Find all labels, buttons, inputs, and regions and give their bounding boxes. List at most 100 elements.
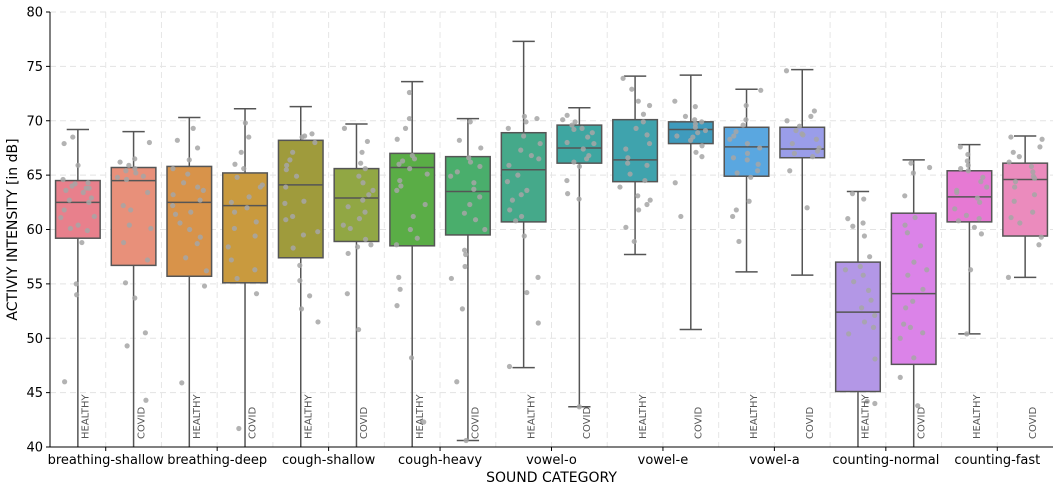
data-point (633, 125, 639, 131)
group-label-covid: COVID (359, 407, 370, 439)
data-point (362, 236, 369, 242)
x-axis-title: SOUND CATEGORY (486, 470, 617, 486)
x-tick-label: vowel-e (638, 453, 689, 468)
group-label-covid: COVID (1028, 407, 1039, 439)
data-point (300, 232, 307, 238)
data-point (1016, 154, 1022, 160)
data-point (640, 111, 647, 117)
data-point (692, 124, 698, 130)
data-point (580, 146, 586, 152)
data-point (177, 220, 183, 226)
data-point (861, 319, 868, 325)
data-point (537, 140, 543, 147)
data-point (1039, 136, 1045, 142)
data-point (911, 259, 917, 265)
data-point (857, 263, 863, 270)
data-point (187, 226, 193, 233)
data-point (672, 180, 678, 186)
group-label-layer: HEALTHY COVID HEALTHY COVID HEALTHY COVID HEAL… (81, 393, 1039, 439)
data-point (793, 127, 799, 134)
group-label-covid: COVID (136, 407, 147, 439)
data-point (297, 278, 303, 284)
data-point (190, 125, 196, 131)
data-point (905, 272, 911, 278)
group-label-covid: COVID (248, 407, 259, 439)
data-point (733, 129, 739, 135)
group-label-healthy: HEALTHY (526, 393, 537, 439)
group-label-healthy: HEALTHY (749, 393, 760, 439)
data-point (58, 214, 64, 221)
box-breathing-deep-healthy (166, 165, 213, 278)
data-point (88, 195, 94, 201)
data-point (585, 134, 591, 140)
y-tick-label: 60 (26, 223, 43, 238)
x-tick-label: vowel-o (526, 453, 577, 468)
data-point (290, 213, 296, 220)
data-point (448, 275, 454, 282)
data-point (62, 379, 68, 385)
data-point (120, 202, 126, 209)
y-tick-label: 40 (26, 441, 43, 456)
data-point (232, 161, 238, 167)
data-point (872, 356, 878, 362)
data-point (629, 86, 635, 92)
data-point (290, 149, 296, 155)
box-vowel-e-covid (667, 121, 714, 145)
data-point (293, 173, 300, 179)
data-point (472, 217, 479, 223)
data-point (845, 216, 851, 222)
data-point (228, 257, 234, 263)
data-point (370, 187, 376, 193)
data-point (70, 134, 76, 140)
data-point (466, 155, 472, 161)
data-point (225, 244, 231, 250)
data-point (521, 233, 527, 239)
data-point (234, 174, 240, 180)
data-point (123, 176, 130, 183)
data-point (91, 213, 97, 220)
data-point (183, 255, 189, 261)
data-point (140, 173, 146, 179)
data-point (402, 125, 409, 131)
data-point (1010, 149, 1016, 155)
data-point (309, 131, 315, 137)
data-point (410, 213, 416, 220)
data-point (504, 179, 511, 185)
data-point (114, 174, 121, 180)
data-point (635, 98, 641, 104)
data-point (424, 171, 430, 177)
data-point (796, 123, 803, 129)
group-label-covid: COVID (916, 407, 927, 439)
data-point (362, 166, 368, 172)
data-point (364, 138, 371, 145)
data-point (904, 230, 910, 236)
data-point (397, 177, 403, 184)
data-point (952, 206, 958, 212)
data-point (977, 199, 983, 205)
data-point (699, 154, 705, 160)
data-point (640, 119, 646, 125)
data-point (360, 180, 366, 186)
data-point (283, 167, 289, 173)
data-point (642, 177, 648, 184)
data-point (964, 158, 970, 164)
box-breathing-shallow-covid (110, 166, 157, 267)
data-point (579, 125, 585, 131)
data-point (1017, 220, 1023, 226)
data-point (477, 163, 483, 170)
data-point (1005, 274, 1012, 280)
data-point (301, 198, 307, 204)
data-point (965, 151, 971, 158)
data-point (967, 267, 974, 273)
data-point (693, 149, 699, 155)
data-point (197, 234, 203, 240)
y-tick-label: 70 (26, 114, 43, 129)
data-point (128, 207, 134, 213)
y-tick-label: 45 (26, 386, 43, 401)
data-point (861, 196, 867, 202)
data-point (1012, 179, 1019, 185)
data-point (359, 149, 365, 155)
data-point (811, 108, 817, 114)
data-point (800, 132, 806, 138)
boxes-layer (54, 40, 1049, 447)
